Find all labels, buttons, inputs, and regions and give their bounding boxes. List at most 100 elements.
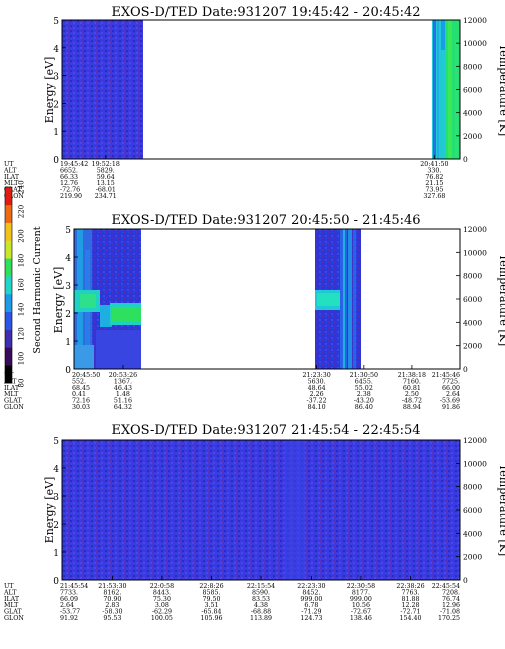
colorbar-ticks: 80 100 120 140 160 180 200 220 240 xyxy=(18,180,26,387)
table-cell: 22:15:54 xyxy=(247,583,275,590)
table-cell: 66.00 xyxy=(442,385,460,392)
panel-2-y2tick-label: 12000 xyxy=(463,225,487,234)
table-cell: 81.88 xyxy=(401,596,419,603)
table-row-label: ILAT xyxy=(4,385,20,392)
table-cell: 138.46 xyxy=(350,615,372,622)
panel-3-y-ticks: 0 1 2 3 4 5 0 2000 4000 6000 8000 10000 12000 xyxy=(53,436,487,587)
colorbar-swatch xyxy=(5,187,12,206)
table-row-label: ILAT xyxy=(4,174,20,181)
table-cell: -65.84 xyxy=(201,609,221,616)
panel-3-ytick-label: 1 xyxy=(53,549,59,559)
table-cell: 2.38 xyxy=(357,391,371,398)
table-cell: 7733. xyxy=(60,589,78,596)
table-row-label: GLON xyxy=(4,193,24,200)
table-cell: 3.51 xyxy=(204,602,218,609)
panel-3-y2tick-label: 0 xyxy=(463,576,468,585)
panel-3-y2label: Temperature [K] xyxy=(497,464,505,556)
panel-2-y2tick-label: 8000 xyxy=(463,272,482,281)
table-cell: 13.15 xyxy=(97,180,115,187)
table-cell: 8452. xyxy=(302,589,320,596)
panel-2-ytick-label: 0 xyxy=(65,366,71,376)
colorbar-swatch xyxy=(5,258,12,277)
table-cell: 75.30 xyxy=(153,596,171,603)
panel-1-data-segment-1 xyxy=(62,20,143,159)
table-cell: 2.83 xyxy=(105,602,119,609)
panel-1-y2tick-label: 0 xyxy=(463,155,468,164)
table-cell: -72.76 xyxy=(60,187,80,194)
table-row-label: GLAT xyxy=(4,187,22,194)
panel-3-ytick-label: 5 xyxy=(53,437,59,447)
panel-3-y2tick-label: 8000 xyxy=(463,483,482,492)
table-cell: 1.48 xyxy=(116,391,130,398)
colorbar-tick-label: 100 xyxy=(18,352,26,365)
table-cell: -71.29 xyxy=(301,609,321,616)
table-row-label: UT xyxy=(4,372,14,379)
panel-1-data-segment-2 xyxy=(432,20,460,159)
panel-2-title: EXOS-D/TED Date:931207 20:45:50 - 21:45:… xyxy=(111,213,420,228)
table-cell: 22:8:26 xyxy=(199,583,223,590)
panel-2-y2tick-label: 10000 xyxy=(463,248,487,257)
table-cell: 330. xyxy=(427,167,441,174)
colorbar-swatch xyxy=(5,347,12,366)
panel-1-y2label: Temperature [K] xyxy=(497,44,505,136)
colorbar-swatch xyxy=(5,276,12,295)
table-cell: 21:45:46 xyxy=(432,372,460,379)
panel-1-y2tick-label: 4000 xyxy=(463,109,482,118)
panel-3-ytick-label: 3 xyxy=(53,493,59,503)
table-cell: 105.96 xyxy=(200,615,222,622)
table-cell: -62.29 xyxy=(152,609,172,616)
table-row-label: MLT xyxy=(4,602,19,609)
table-cell: 8590. xyxy=(252,589,270,596)
table-cell: 46.43 xyxy=(114,385,132,392)
colorbar-label: Second Harmonic Current xyxy=(32,226,43,353)
table-row-label: MLT xyxy=(4,180,19,187)
panel-2-ylabel: Energy [eV] xyxy=(52,267,65,334)
table-cell: 21:23:30 xyxy=(302,372,330,379)
table-cell: 7160. xyxy=(403,378,421,385)
table-row-label: UT xyxy=(4,161,14,168)
panel-2-data-segment-1 xyxy=(74,229,141,369)
table-cell: 73.95 xyxy=(425,187,443,194)
table-row-label: GLAT xyxy=(4,609,22,616)
colorbar-frame xyxy=(4,186,13,384)
panel-3-ytick-label: 4 xyxy=(53,465,59,475)
table-cell: 68.45 xyxy=(72,385,90,392)
panel-2-y2label: Temperature [K] xyxy=(497,254,505,346)
panel-2-y-ticks: 0 1 2 3 4 5 0 2000 4000 6000 8000 10000 12000 xyxy=(65,225,487,376)
panel-1-ytick-label: 5 xyxy=(53,17,59,27)
table-cell: 3.08 xyxy=(155,602,169,609)
panel-1-ytick-label: 0 xyxy=(53,156,59,166)
panel-2-ytick-label: 5 xyxy=(65,226,71,236)
colorbar-tick-label: 240 xyxy=(18,180,26,193)
panel-2-ytick-label: 2 xyxy=(65,310,71,320)
panel-2-y2tick-label: 4000 xyxy=(463,318,482,327)
panel-2: EXOS-D/TED Date:931207 20:45:50 - 21:45:… xyxy=(3,213,505,411)
panel-2-ytick-label: 3 xyxy=(65,282,71,292)
panel-3-y2tick-label: 4000 xyxy=(463,529,482,538)
table-cell: 59.64 xyxy=(97,174,115,181)
panel-1-y-ticks: 0 1 2 3 4 5 0 2000 4000 6000 8000 10000 12000 xyxy=(53,16,487,166)
table-row-label: MLT xyxy=(4,391,19,398)
table-cell: 552. xyxy=(72,378,86,385)
table-cell: -68.88 xyxy=(251,609,271,616)
table-cell: 86.40 xyxy=(355,404,373,411)
table-cell: 6455. xyxy=(355,378,373,385)
table-cell: -53.69 xyxy=(440,398,460,405)
table-cell: 91.92 xyxy=(60,615,78,622)
table-cell: 8443. xyxy=(153,589,171,596)
colorbar-swatch xyxy=(5,311,12,330)
table-cell: 2.64 xyxy=(60,602,74,609)
table-cell: 22:38:26 xyxy=(396,583,424,590)
table-cell: 999.00 xyxy=(300,596,322,603)
table-cell: 72.16 xyxy=(72,398,90,405)
colorbar-swatch xyxy=(5,204,12,223)
colorbar-tick-label: 200 xyxy=(18,229,26,242)
panel-3-title: EXOS-D/TED Date:931207 21:45:54 - 22:45:… xyxy=(111,423,420,438)
table-cell: 21:53:30 xyxy=(98,583,126,590)
table-cell: 55.02 xyxy=(355,385,373,392)
table-cell: 154.40 xyxy=(399,615,421,622)
table-cell: 66.33 xyxy=(60,174,78,181)
table-row-label: UT xyxy=(4,583,14,590)
